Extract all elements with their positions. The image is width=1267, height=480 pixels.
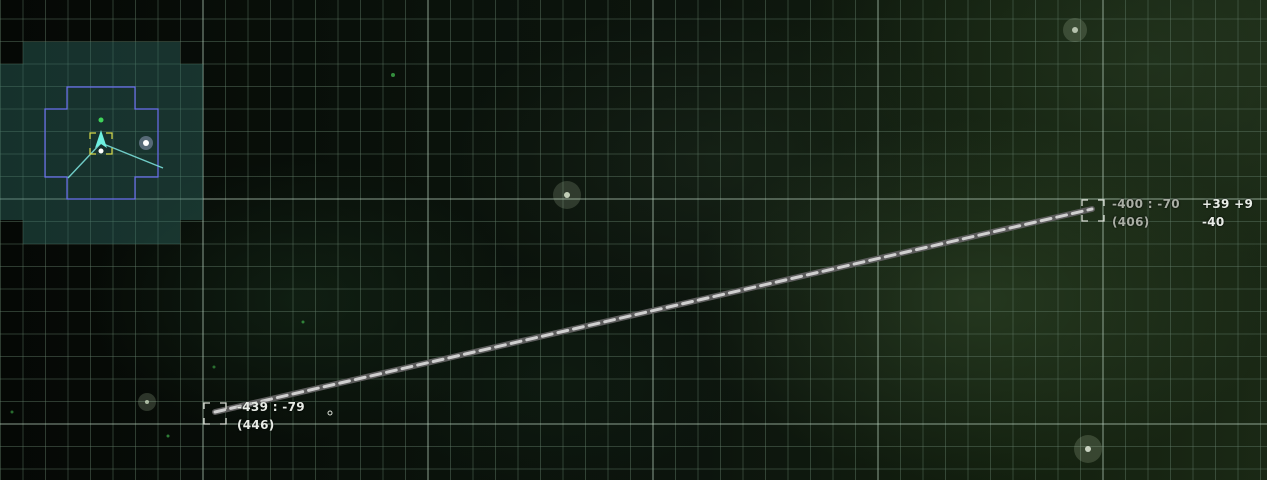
start-distance: (446) xyxy=(237,418,275,432)
player-ship-group[interactable] xyxy=(67,117,164,179)
sector-outline xyxy=(44,86,159,200)
end-coords: -400 : -70 xyxy=(1112,197,1180,211)
target-bracket-icon xyxy=(89,132,113,155)
start-coords: -439 : -79 xyxy=(237,400,305,414)
waypoint-marker-icon xyxy=(1081,199,1105,222)
route xyxy=(212,206,1095,415)
route-line xyxy=(213,207,1094,414)
star-icon xyxy=(166,434,170,438)
end-delta-z: -40 xyxy=(1202,215,1225,229)
star-icon xyxy=(564,192,570,198)
star-icon xyxy=(1085,446,1091,452)
star-icon xyxy=(98,117,104,123)
waypoint-marker-icon xyxy=(203,402,227,425)
star-icon xyxy=(391,73,395,77)
star-icon xyxy=(301,320,305,324)
ship-marker xyxy=(98,148,104,154)
star-icon xyxy=(10,410,14,414)
end-delta: +39 +9 xyxy=(1202,197,1254,211)
cursor-marker xyxy=(327,410,333,416)
star-icon xyxy=(143,140,149,146)
ship-icon xyxy=(95,130,107,148)
star-icon xyxy=(212,365,216,369)
end-distance: (406) xyxy=(1112,215,1150,229)
background-stars xyxy=(10,18,1102,463)
star-icon xyxy=(145,400,149,404)
star-icon xyxy=(1072,27,1078,33)
